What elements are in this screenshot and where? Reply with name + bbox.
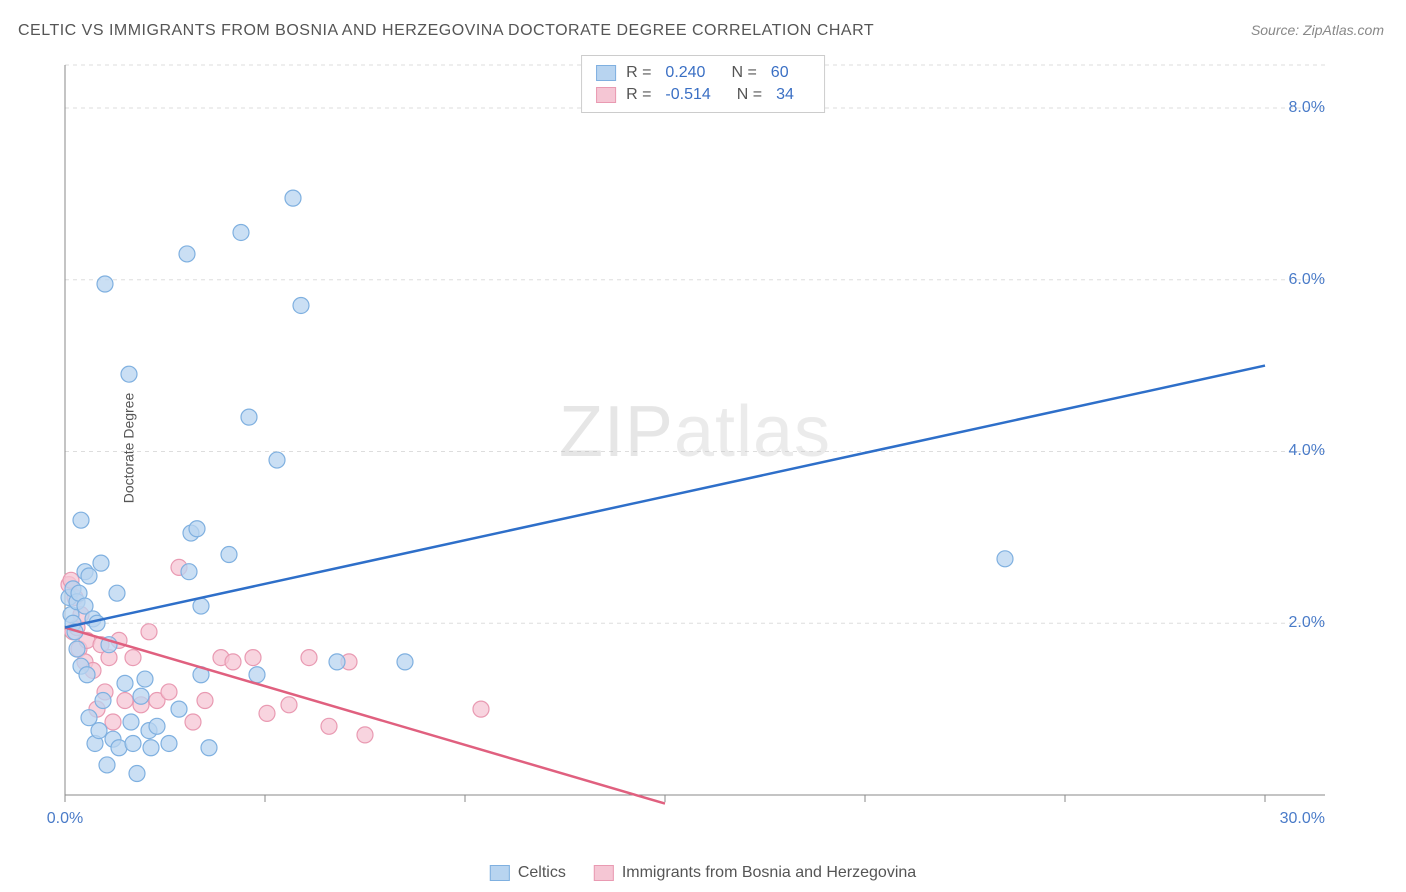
series-legend: Celtics Immigrants from Bosnia and Herze… <box>490 864 916 882</box>
chart-canvas <box>55 55 1335 840</box>
swatch-celtics <box>596 65 616 81</box>
legend-label-bosnia: Immigrants from Bosnia and Herzegovina <box>622 864 916 882</box>
n-label: N = <box>731 64 756 82</box>
n-value-celtics: 60 <box>771 64 789 82</box>
plot-area: Doctorate Degree ZIPatlas 2.0%4.0%6.0%8.… <box>55 55 1335 840</box>
swatch-bosnia <box>594 865 614 881</box>
legend-item-celtics: Celtics <box>490 864 566 882</box>
legend-label-celtics: Celtics <box>518 864 566 882</box>
legend-item-bosnia: Immigrants from Bosnia and Herzegovina <box>594 864 916 882</box>
r-label: R = <box>626 64 651 82</box>
y-tick-label: 8.0% <box>1289 99 1325 117</box>
y-tick-label: 2.0% <box>1289 614 1325 632</box>
legend-row-bosnia: R = -0.514 N = 34 <box>596 84 810 106</box>
x-tick-label: 0.0% <box>47 810 83 828</box>
y-tick-label: 6.0% <box>1289 271 1325 289</box>
swatch-celtics <box>490 865 510 881</box>
x-tick-label: 30.0% <box>1280 810 1325 828</box>
n-value-bosnia: 34 <box>776 86 794 104</box>
r-label: R = <box>626 86 651 104</box>
n-label: N = <box>737 86 762 104</box>
source-attribution: Source: ZipAtlas.com <box>1251 22 1384 38</box>
r-value-celtics: 0.240 <box>665 64 705 82</box>
chart-title: CELTIC VS IMMIGRANTS FROM BOSNIA AND HER… <box>18 22 874 40</box>
correlation-legend: R = 0.240 N = 60 R = -0.514 N = 34 <box>581 55 825 113</box>
swatch-bosnia <box>596 87 616 103</box>
legend-row-celtics: R = 0.240 N = 60 <box>596 62 810 84</box>
r-value-bosnia: -0.514 <box>665 86 710 104</box>
y-tick-label: 4.0% <box>1289 442 1325 460</box>
